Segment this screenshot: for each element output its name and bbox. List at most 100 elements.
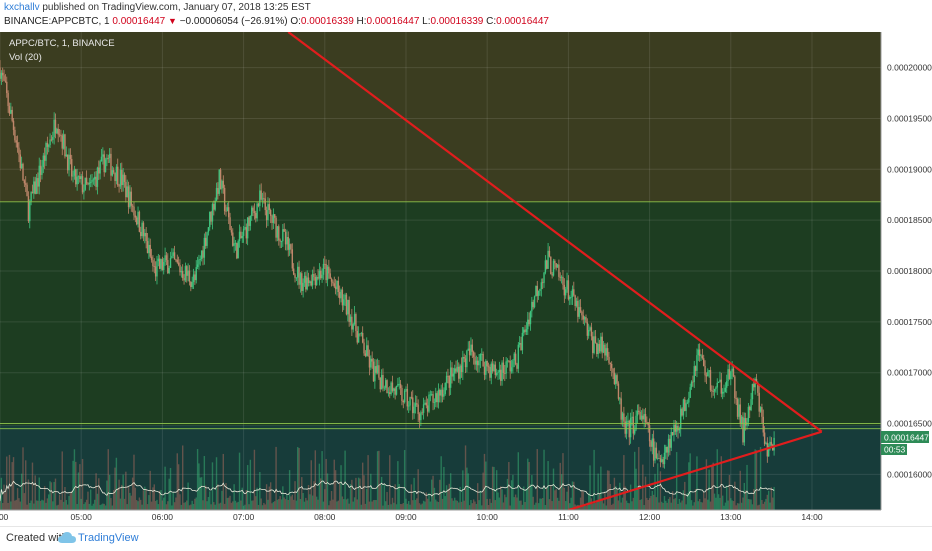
volume-bar: [57, 504, 59, 510]
volume-bar: [96, 493, 99, 510]
volume-bar: [10, 501, 12, 510]
zone-upper: [0, 32, 881, 202]
volume-bar: [386, 492, 388, 510]
candle-body: [382, 375, 384, 388]
candle-body: [386, 380, 388, 394]
volume-bar: [435, 499, 437, 510]
candle-body: [697, 349, 700, 356]
volume-bar: [81, 458, 84, 510]
volume-bar: [707, 499, 709, 510]
volume-bar: [613, 477, 616, 510]
trendline-descending-resistance[interactable]: [287, 31, 823, 433]
candle-body: [288, 244, 291, 250]
candle-body: [287, 236, 289, 250]
volume-bar: [209, 491, 211, 510]
volume-bar: [606, 470, 609, 510]
candle-body: [252, 207, 254, 212]
volume-bar: [248, 504, 250, 510]
volume-bar: [287, 499, 289, 510]
price-chart[interactable]: 0.00020000 0.00019500 0.00019000 0.00018500…: [0, 31, 932, 522]
y-tick-label: 0.00019000: [887, 164, 932, 174]
volume-bar: [625, 500, 628, 510]
volume-bar: [102, 503, 104, 510]
candle-body: [190, 281, 192, 287]
volume-bar: [306, 500, 308, 510]
candle-body: [241, 235, 243, 239]
candle-body: [73, 169, 76, 176]
candle-body: [529, 311, 532, 325]
candle-body: [171, 255, 173, 259]
tradingview-brand[interactable]: TradingView: [78, 532, 139, 544]
volume-bar: [314, 450, 317, 510]
candle-body: [370, 358, 372, 368]
candle-body: [567, 280, 570, 300]
candle-body: [114, 172, 116, 182]
volume-bar: [485, 461, 487, 510]
volume-bar: [495, 470, 498, 510]
candle-body: [88, 182, 91, 185]
candle-body: [556, 264, 559, 268]
candle-body: [42, 155, 45, 168]
candle-body: [313, 273, 315, 277]
volume-bar: [112, 490, 115, 510]
volume-bar: [137, 501, 139, 510]
trendline-ascending-support[interactable]: [568, 430, 823, 512]
published-text: published on TradingView.com, January 07…: [42, 2, 311, 13]
candle-body: [701, 355, 704, 359]
candle-body: [156, 261, 158, 277]
volume-bar: [701, 502, 704, 510]
tradingview-cloud-icon: [58, 531, 76, 550]
volume-bar: [218, 503, 220, 510]
candle-body: [451, 367, 453, 377]
candle-body: [96, 167, 99, 187]
author-link[interactable]: kxchallv: [4, 2, 40, 13]
volume-bar: [412, 500, 414, 510]
candle-body: [452, 373, 455, 377]
candle-body: [85, 177, 88, 184]
price-badge-value: 0.00016447: [884, 433, 929, 443]
footer: Created with TradingView: [0, 526, 932, 551]
candle-body: [26, 184, 28, 197]
volume-bar: [87, 491, 89, 510]
candle-body: [689, 387, 691, 398]
candle-body: [340, 289, 342, 299]
candle-body: [56, 128, 58, 134]
high-value: 0.00016447: [366, 16, 420, 27]
volume-bar: [555, 489, 557, 510]
candle-body: [692, 381, 694, 383]
volume-bar: [610, 504, 613, 510]
volume-bar: [61, 451, 63, 510]
volume-bar: [628, 503, 630, 510]
candle-body: [46, 142, 49, 147]
volume-bar: [37, 500, 39, 510]
volume-bar: [696, 456, 698, 510]
candle-body: [550, 256, 552, 274]
volume-bar: [163, 497, 165, 510]
candle-body: [218, 169, 220, 194]
candle-body: [719, 379, 721, 382]
candle-body: [742, 416, 744, 443]
volume-bar: [579, 497, 582, 510]
candle-body: [506, 360, 509, 362]
candle-body: [728, 369, 731, 380]
volume-bar: [409, 504, 411, 510]
candle-body: [433, 402, 436, 404]
volume-bar: [253, 449, 256, 510]
volume-bar: [389, 455, 391, 510]
candle-body: [228, 207, 230, 218]
candle-body: [596, 342, 598, 355]
volume-bar: [31, 462, 34, 510]
volume-bar: [172, 492, 174, 510]
chart-area[interactable]: 0.00020000 0.00019500 0.00019000 0.00018500…: [0, 31, 932, 522]
candle-body: [242, 228, 245, 236]
candle-body: [612, 368, 614, 373]
candle-body: [592, 336, 594, 353]
volume-bar: [154, 500, 157, 510]
volume-bar: [298, 448, 300, 510]
volume-bar: [600, 466, 602, 510]
volume-bar: [288, 470, 291, 510]
volume-bar: [713, 493, 716, 510]
volume-bar: [42, 500, 45, 510]
volume-bar: [226, 497, 229, 510]
volume-bar: [360, 504, 363, 510]
